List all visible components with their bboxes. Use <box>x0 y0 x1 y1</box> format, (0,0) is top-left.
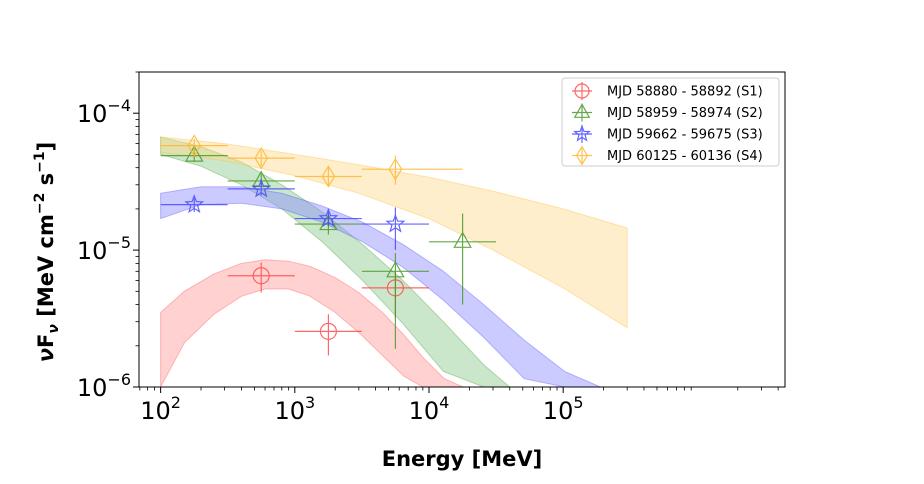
y-label-exp2: −1 <box>32 151 48 172</box>
data-points <box>160 134 497 356</box>
legend-box <box>561 77 780 167</box>
legend-label-s2: MJD 58959 - 58974 (S2) <box>607 106 763 121</box>
y-label-close: ] <box>34 142 58 152</box>
y-label-f: F <box>34 334 58 348</box>
y-label-sub: ν <box>46 324 62 334</box>
point-s3-2 <box>318 208 339 228</box>
legend-entry-s2 <box>572 103 592 122</box>
y-label-exp1: −2 <box>32 193 48 214</box>
point-s4-1 <box>254 146 269 170</box>
point-s3-3 <box>385 213 406 233</box>
legend: MJD 58880 - 58892 (S1) MJD 58959 - 58974 … <box>561 77 780 167</box>
y-label-units: [MeV cm <box>34 214 58 324</box>
y-tick-label-2: 10−4 <box>77 96 131 128</box>
legend-marker-s2 <box>573 103 591 118</box>
y-tick-label-0: 10−6 <box>77 370 131 402</box>
point-s3-1 <box>251 178 272 198</box>
axis-ticks: 102 103 104 105 10−6 10−5 10−4 <box>77 71 779 425</box>
y-label-s: s <box>34 173 58 193</box>
legend-entry-s3 <box>572 124 592 143</box>
band-s3 <box>160 186 601 387</box>
legend-marker-s3 <box>573 124 591 142</box>
point-s1-1 <box>319 322 338 340</box>
legend-label-s4: MJD 60125 - 60136 (S4) <box>607 149 763 164</box>
band-s1 <box>160 259 464 387</box>
x-tick-label-0: 102 <box>140 393 181 425</box>
point-s1-0 <box>252 267 270 285</box>
point-s2-4 <box>453 231 472 248</box>
y-tick-label-1: 10−5 <box>77 233 131 265</box>
legend-label-s3: MJD 59662 - 59675 (S3) <box>607 128 763 143</box>
x-tick-label-1: 103 <box>274 393 315 425</box>
point-s3-0 <box>184 194 205 214</box>
point-s4-0 <box>187 134 202 157</box>
x-axis-label: Energy [MeV] <box>382 447 543 471</box>
series-s4 <box>160 134 463 188</box>
point-s4-2 <box>321 165 336 188</box>
model-bands <box>160 136 628 387</box>
x-tick-label-3: 105 <box>543 393 584 425</box>
legend-label-s1: MJD 58880 - 58892 (S1) <box>607 85 763 100</box>
point-s2-0 <box>184 145 204 162</box>
y-label-nu: ν <box>34 348 58 362</box>
legend-entry-s1 <box>572 82 592 100</box>
series-s3 <box>160 178 429 251</box>
legend-entry-s4 <box>572 145 592 166</box>
band-s2 <box>160 136 525 387</box>
x-tick-label-2: 104 <box>409 393 450 425</box>
point-s4-3 <box>388 157 403 181</box>
point-s2-3 <box>386 260 405 278</box>
legend-marker-s1 <box>574 83 590 99</box>
plot-frame <box>138 71 786 388</box>
y-axis-label: νFν [MeV cm−2 s−1] <box>32 142 62 363</box>
legend-marker-s4 <box>575 145 589 166</box>
